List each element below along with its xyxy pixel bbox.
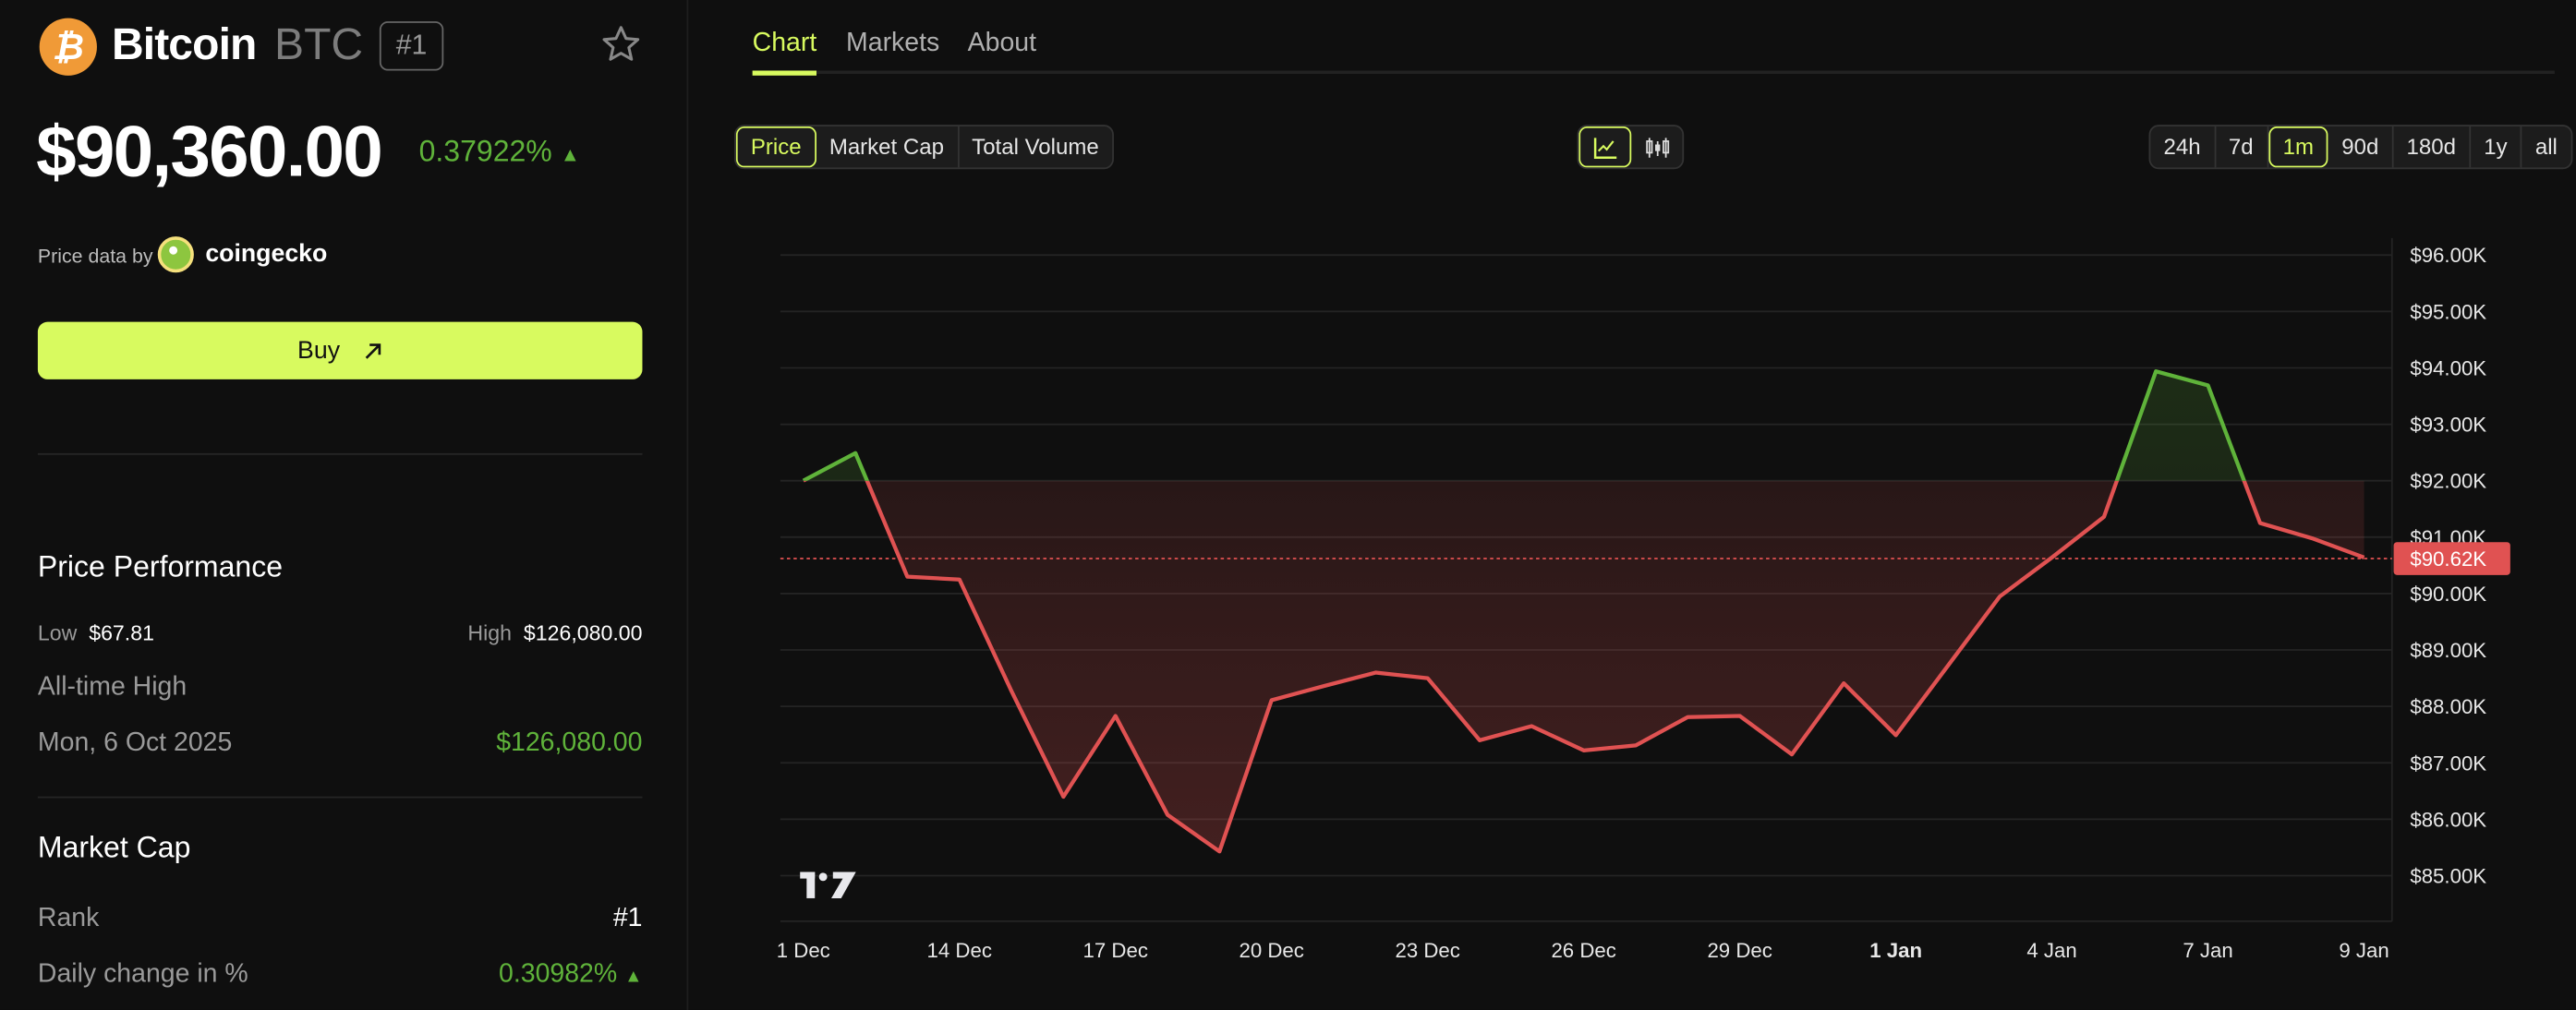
- daily-change-row: Daily change in % 0.30982% ▲: [38, 961, 643, 991]
- y-tick-label: $94.00K: [2410, 356, 2486, 379]
- y-tick-label: $89.00K: [2410, 639, 2486, 662]
- x-tick-label: 14 Dec: [927, 939, 992, 962]
- y-tick-label: $90.00K: [2410, 583, 2486, 606]
- x-tick-label: 9 Jan: [2339, 939, 2389, 962]
- tab-about[interactable]: About: [967, 30, 1037, 58]
- y-tick-label: $86.00K: [2410, 808, 2486, 831]
- ath-row: Mon, 6 Oct 2025 $126,080.00: [38, 729, 643, 759]
- buy-button[interactable]: Buy: [37, 321, 643, 379]
- rank-row: Rank #1: [38, 905, 643, 934]
- active-tab-indicator: [752, 70, 817, 76]
- y-tick-label: $95.00K: [2410, 300, 2486, 323]
- current-price-tag: [2393, 542, 2510, 575]
- high-value: $126,080.00: [523, 620, 643, 646]
- coingecko-link[interactable]: coingecko: [205, 239, 328, 268]
- rank-label: Rank: [37, 905, 100, 933]
- y-tick-label: $85.00K: [2410, 865, 2486, 888]
- x-tick-label: 23 Dec: [1395, 939, 1459, 962]
- coin-icon: ₿: [39, 18, 97, 76]
- ath-date: Mon, 6 Oct 2025: [37, 728, 233, 757]
- y-tick-label: $92.00K: [2410, 470, 2486, 493]
- below-baseline-area: [803, 480, 2364, 852]
- x-tick-label: 7 Jan: [2183, 939, 2232, 962]
- ath-value: $126,080.00: [496, 728, 643, 757]
- line-chart-icon: [1593, 137, 1617, 159]
- price-change: 0.37922% ▲: [419, 135, 580, 169]
- y-tick-label: $96.00K: [2410, 244, 2486, 267]
- coin-name: Bitcoin: [111, 19, 257, 69]
- low-value: $67.81: [89, 620, 154, 646]
- low-high-row: Low $67.81 High $126,080.00: [38, 620, 643, 645]
- chart-type-toggle: [1577, 125, 1685, 170]
- y-tick-label: $93.00K: [2410, 414, 2486, 437]
- x-tick-label: 1 Jan: [1869, 939, 1922, 962]
- daily-change-value: 0.30982%: [499, 960, 618, 989]
- current-price-label: $90.62K: [2410, 547, 2486, 571]
- up-arrow-icon: ▲: [560, 142, 580, 166]
- price-source-label: Price data by: [37, 245, 153, 268]
- buy-label: Buy: [297, 336, 341, 365]
- daily-change-label: Daily change in %: [37, 960, 248, 989]
- market-cap-title: Market Cap: [37, 831, 191, 864]
- high-label: High: [467, 620, 513, 646]
- candlestick-icon: [1645, 137, 1669, 157]
- rank-badge: #1: [379, 21, 444, 71]
- rank-value: #1: [612, 905, 643, 933]
- range-24h-button[interactable]: 24h: [2150, 126, 2216, 168]
- x-tick-label: 17 Dec: [1083, 939, 1148, 962]
- price-line-down: [803, 480, 2365, 854]
- range-1y-button[interactable]: 1y: [2471, 126, 2522, 168]
- range-180d-button[interactable]: 180d: [2393, 126, 2471, 168]
- divider: [37, 452, 643, 455]
- metric-toggle: Price Market Cap Total Volume: [734, 125, 1114, 170]
- x-tick-label: 1 Dec: [777, 939, 830, 962]
- x-tick-label: 20 Dec: [1240, 939, 1304, 962]
- divider: [37, 796, 643, 799]
- tab-markets[interactable]: Markets: [846, 30, 940, 58]
- range-all-button[interactable]: all: [2534, 134, 2558, 160]
- candlestick-button[interactable]: [1631, 126, 1682, 167]
- low-label: Low: [37, 620, 78, 646]
- price-change-value: 0.37922%: [418, 134, 552, 168]
- range-7d-button[interactable]: 7d: [2216, 126, 2268, 168]
- ath-label: All-time High: [37, 673, 187, 702]
- up-arrow-icon: ▲: [624, 967, 643, 987]
- line-chart-button[interactable]: [1578, 126, 1632, 168]
- x-tick-label: 29 Dec: [1707, 939, 1772, 962]
- coingecko-logo-icon: [157, 236, 194, 273]
- range-90d-button[interactable]: 90d: [2328, 126, 2394, 168]
- range-1m-button[interactable]: 1m: [2268, 126, 2329, 168]
- metric-price-button[interactable]: Price: [735, 126, 816, 168]
- star-icon[interactable]: [599, 23, 642, 66]
- panel-divider: [686, 0, 689, 1010]
- x-tick-label: 26 Dec: [1551, 939, 1615, 962]
- y-tick-label: $88.00K: [2410, 695, 2486, 718]
- metric-market-cap-button[interactable]: Market Cap: [816, 126, 959, 168]
- arrow-up-right-icon: [365, 343, 381, 358]
- tab-chart[interactable]: Chart: [752, 30, 817, 58]
- price-performance-title: Price Performance: [37, 549, 284, 583]
- coin-symbol: BTC: [274, 19, 364, 69]
- tradingview-logo-icon[interactable]: [800, 872, 856, 898]
- range-toggle: 24h 7d 1m 90d 180d 1y all: [2148, 125, 2572, 170]
- tabs-underline: [752, 70, 2555, 75]
- y-tick-label: $87.00K: [2410, 751, 2486, 775]
- metric-total-volume-button[interactable]: Total Volume: [972, 134, 1099, 160]
- x-tick-label: 4 Jan: [2026, 939, 2076, 962]
- current-price: $90,360.00: [36, 111, 383, 193]
